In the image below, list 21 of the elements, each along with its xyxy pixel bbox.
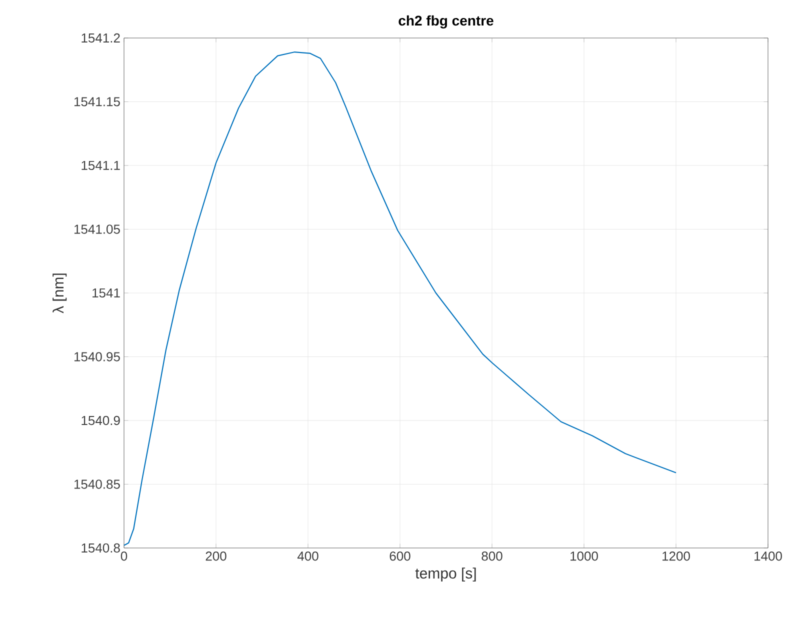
y-tick-label: 1540.95 xyxy=(74,352,120,362)
x-tick-label: 0 xyxy=(120,552,128,561)
y-tick-label: 1541 xyxy=(92,288,120,298)
y-tick-label: 1540.9 xyxy=(82,416,120,426)
x-tick-label: 200 xyxy=(206,552,226,561)
y-tick-label: 1541.15 xyxy=(74,97,120,106)
line-series xyxy=(124,51,677,546)
y-tick-label: 1541.1 xyxy=(82,160,120,170)
x-tick-label: 1200 xyxy=(662,552,690,561)
x-tick-label: 1000 xyxy=(570,552,598,561)
x-tick-label: 600 xyxy=(390,552,410,561)
y-axis-title: λ [nm] xyxy=(52,274,67,314)
x-tick-label: 800 xyxy=(482,552,502,561)
y-tick-label: 1541.05 xyxy=(74,224,120,234)
y-tick-label: 1540.85 xyxy=(74,480,120,489)
x-tick-label: 1400 xyxy=(754,552,782,561)
x-tick-label: 400 xyxy=(297,552,318,561)
x-axis-title: tempo [s] xyxy=(415,568,476,582)
y-tick-label: 1541.2 xyxy=(82,33,120,43)
y-tick-label: 1540.8 xyxy=(82,543,120,553)
chart-title: ch2 fbg centre xyxy=(398,15,494,28)
